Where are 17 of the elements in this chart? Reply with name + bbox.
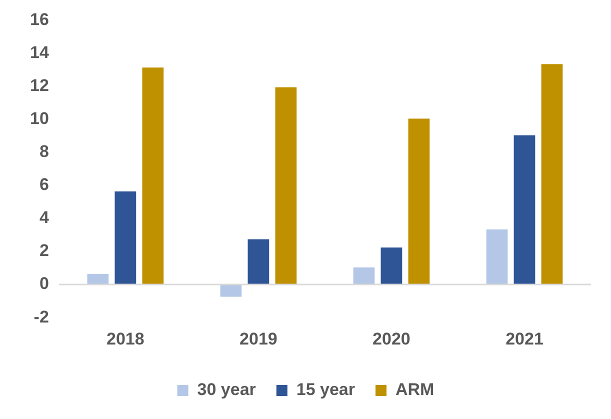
legend-label: ARM [396,380,434,400]
y-tick-label: 2 [39,241,49,260]
y-tick-label: 4 [39,208,50,228]
y-tick-label: -2 [34,307,49,326]
legend-label: 30 year [197,380,256,400]
y-tick-label: 14 [30,42,50,62]
y-tick-label: 16 [30,10,49,29]
y-tick-label: 8 [39,142,49,162]
x-tick-label: 2021 [506,329,544,348]
y-tick-label: 12 [30,76,49,95]
y-tick-label: 10 [30,109,49,128]
legend-label: 15 year [296,380,356,400]
x-tick-label: 2018 [106,329,144,348]
x-tick-label: 2019 [240,329,278,348]
x-tick-label: 2020 [372,329,410,348]
y-tick-label: 0 [39,274,49,294]
y-tick-label: 6 [39,175,49,194]
